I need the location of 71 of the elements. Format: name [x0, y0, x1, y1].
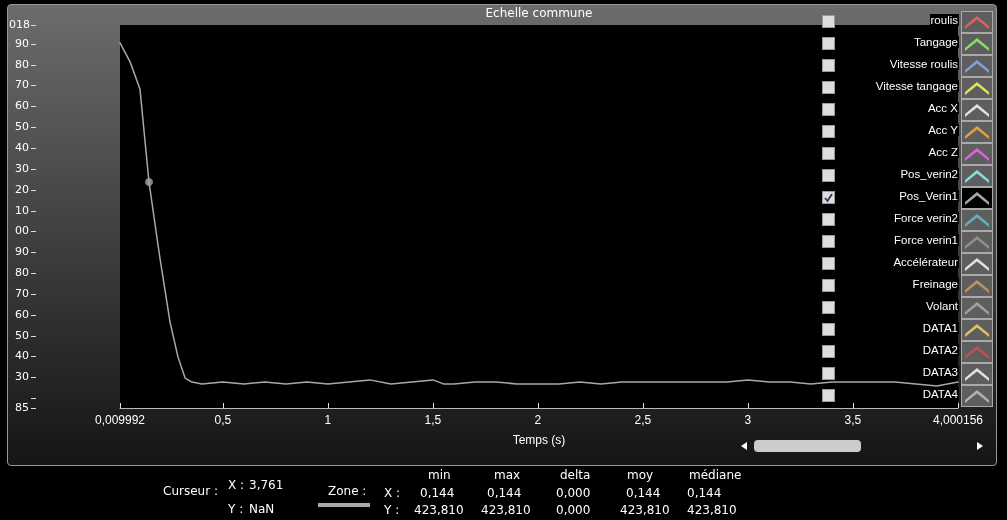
- x-tick-label: 3,5: [844, 413, 862, 427]
- legend-label: Acc X: [926, 102, 959, 114]
- legend-label: DATA4: [921, 388, 959, 400]
- legend-label: DATA3: [921, 366, 959, 378]
- legend-label: Acc Z: [927, 146, 959, 158]
- text: 90: [14, 37, 29, 50]
- text: 0,000: [556, 503, 591, 517]
- text: 50: [14, 329, 29, 342]
- legend-label: Acc Y: [927, 124, 959, 136]
- text: 00: [14, 224, 29, 237]
- legend-label: Tangage: [912, 36, 959, 48]
- text: moy: [627, 468, 654, 482]
- x-tick-label: 1: [324, 413, 332, 427]
- text: 018: [9, 18, 30, 31]
- text: 423,810: [620, 503, 670, 517]
- x-tick-label: 4,000156: [932, 413, 984, 427]
- x-tick-label: 2,5: [634, 413, 652, 427]
- text: min: [428, 468, 451, 482]
- text: max: [494, 468, 521, 482]
- text: 85: [14, 401, 29, 414]
- text: 60: [14, 99, 29, 112]
- text: 0,144: [487, 486, 522, 500]
- text: 80: [14, 266, 29, 279]
- text: 60: [14, 308, 29, 321]
- text: 0,144: [420, 486, 455, 500]
- text: NaN: [249, 502, 275, 516]
- text: 0,144: [687, 486, 722, 500]
- x-tick-label: 2: [534, 413, 542, 427]
- legend-label: DATA1: [921, 322, 959, 334]
- legend-label: Accélérateur: [892, 256, 959, 268]
- text: Y :: [228, 502, 244, 516]
- legend-label: Freinage: [911, 278, 959, 290]
- text: Curseur :: [163, 484, 218, 498]
- text: 40: [14, 349, 29, 362]
- text: Y :: [384, 503, 400, 517]
- legend-label: Volant: [925, 300, 959, 312]
- text: 80: [14, 58, 29, 71]
- text: 70: [14, 78, 29, 91]
- text: 40: [14, 141, 29, 154]
- x-axis-title: Temps (s): [512, 433, 566, 447]
- text: delta: [560, 468, 591, 482]
- legend-label: Force verin2: [893, 212, 959, 224]
- text: X :: [228, 478, 245, 492]
- text: 423,810: [481, 503, 531, 517]
- text: 70: [14, 287, 29, 300]
- text: 3,761: [249, 478, 284, 492]
- text: 30: [14, 370, 29, 383]
- legend-label: Force verin1: [893, 234, 959, 246]
- text: 20: [14, 183, 29, 196]
- x-tick-label: 0,5: [214, 413, 232, 427]
- x-tick-label: 1,5: [424, 413, 442, 427]
- legend-label: DATA2: [921, 344, 959, 356]
- legend-label: Vitesse tangage: [874, 80, 959, 92]
- text: X :: [384, 486, 401, 500]
- text: 10: [14, 204, 29, 217]
- text: 423,810: [687, 503, 737, 517]
- text: 0,144: [626, 486, 661, 500]
- legend-label: Pos_Verin1: [898, 190, 959, 202]
- text: 90: [14, 245, 29, 258]
- x-tick-label: 3: [744, 413, 752, 427]
- legend-label: Vitesse roulis: [888, 58, 959, 70]
- text: 0,000: [556, 486, 591, 500]
- text: 30: [14, 162, 29, 175]
- text: médiane: [689, 468, 742, 482]
- chart-title: Echelle commune: [485, 6, 593, 20]
- text: 423,810: [414, 503, 464, 517]
- legend-label: Pos_verin2: [899, 168, 959, 180]
- text: 50: [14, 120, 29, 133]
- text: Zone :: [328, 484, 367, 498]
- x-tick-label: 0,009992: [94, 413, 146, 427]
- legend-label: roulis: [929, 14, 959, 26]
